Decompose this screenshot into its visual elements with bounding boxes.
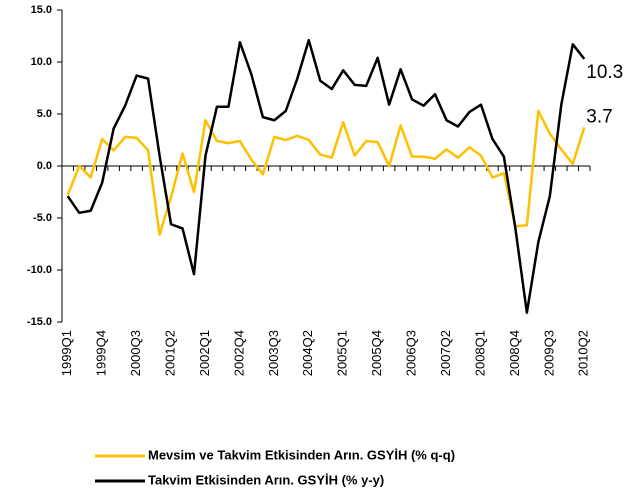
legend-label: Mevsim ve Takvim Etkisinden Arın. GSYİH … <box>148 447 455 462</box>
x-tick-label: 2003Q3 <box>266 330 281 376</box>
data-label: 3.7 <box>586 107 612 128</box>
x-tick-label: 2001Q2 <box>162 330 177 376</box>
x-tick-label: 1999Q4 <box>94 330 109 376</box>
series-line <box>66 38 586 314</box>
y-tick-label: 0.0 <box>37 160 52 172</box>
x-tick-label: 2009Q3 <box>541 330 556 376</box>
series-line <box>66 109 586 236</box>
x-tick-label: 2006Q3 <box>404 330 419 376</box>
x-tick-label: 2008Q1 <box>472 330 487 376</box>
x-tick-label: 2010Q2 <box>576 330 591 376</box>
x-tick-label: 2007Q2 <box>438 330 453 376</box>
y-tick-label: -10.0 <box>27 264 52 276</box>
x-tick-label: 2004Q2 <box>300 330 315 376</box>
y-tick-label: -15.0 <box>27 316 52 328</box>
x-tick-label: 1999Q1 <box>59 330 74 376</box>
x-tick-label: 2000Q3 <box>128 330 143 376</box>
legend-label: Takvim Etkisinden Arın. GSYİH (% y-y) <box>148 472 384 487</box>
y-tick-label: -5.0 <box>33 212 52 224</box>
x-tick-label: 2002Q1 <box>197 330 212 376</box>
x-tick-label: 2002Q4 <box>231 330 246 376</box>
y-tick-label: 10.0 <box>31 56 52 68</box>
y-tick-label: 5.0 <box>37 108 52 120</box>
x-tick-label: 2008Q4 <box>507 330 522 376</box>
x-tick-label: 2005Q4 <box>369 330 384 376</box>
data-label: 10.3 <box>586 62 623 83</box>
y-tick-label: 15.0 <box>31 4 52 16</box>
x-tick-label: 2005Q1 <box>335 330 350 376</box>
